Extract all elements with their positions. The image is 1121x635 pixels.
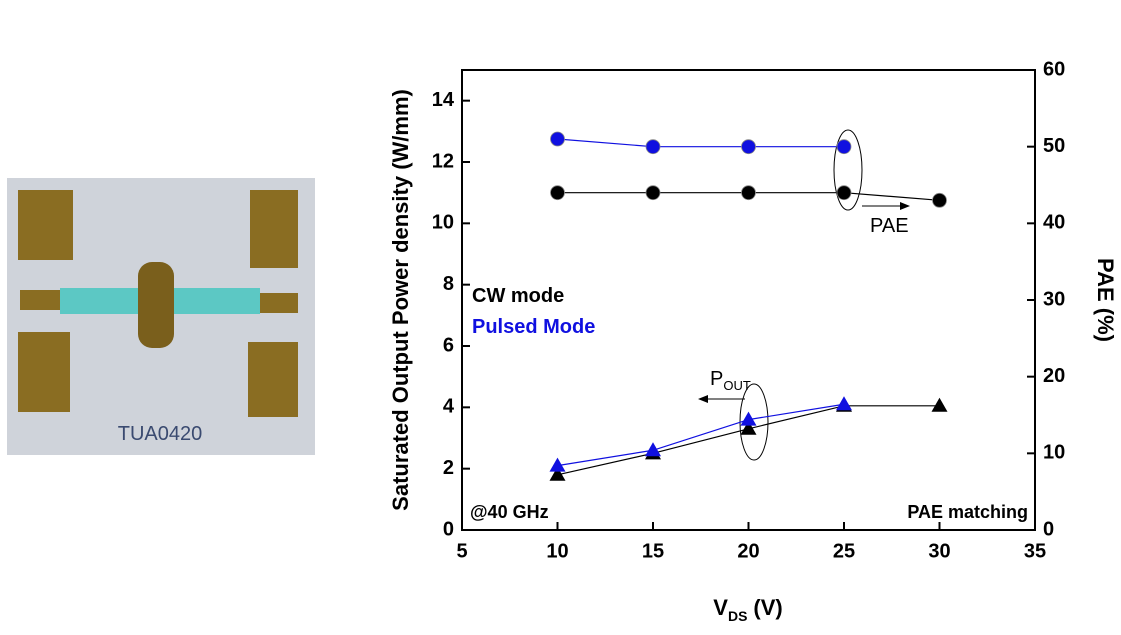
annotation: PAE matching (907, 502, 1028, 522)
highlight-ellipse (833, 129, 863, 211)
series-line (557, 403, 845, 467)
y2-tick-label: 30 (1043, 288, 1065, 310)
point (836, 396, 852, 411)
arrow-head (900, 202, 910, 210)
legend-cw: CW mode (472, 285, 564, 307)
point (645, 139, 661, 155)
point (836, 185, 852, 201)
point (549, 466, 566, 481)
x-tick-label: 30 (928, 540, 950, 562)
y-tick-label: 14 (432, 89, 455, 111)
x-tick-label: 20 (737, 540, 759, 562)
annotation: PAE (870, 215, 909, 237)
x-title-sub: DS (728, 608, 747, 624)
x-title-unit: (V) (753, 595, 782, 620)
point (836, 139, 852, 155)
pout-annotation: POUT (710, 368, 751, 393)
y-tick-label: 8 (443, 273, 454, 295)
point (550, 131, 565, 147)
y-tick-label: 0 (443, 518, 454, 540)
y2-tick-label: 10 (1043, 442, 1065, 464)
point (931, 397, 948, 412)
y-tick-label: 10 (432, 212, 454, 234)
point (741, 185, 756, 201)
x-axis-title: VDS (V) (713, 595, 782, 624)
device-photo: TUA0420 (7, 178, 315, 455)
y-tick-label: 6 (443, 334, 454, 356)
y-tick-label: 12 (432, 150, 454, 172)
annotation: @40 GHz (470, 502, 549, 522)
arrow-head (698, 395, 708, 403)
point (740, 411, 757, 426)
y2-tick-label: 0 (1043, 518, 1054, 540)
y-tick-label: 2 (443, 457, 454, 479)
y-axis-title: Saturated Output Power density (W/mm) (388, 89, 413, 511)
point (740, 420, 757, 435)
y2-tick-label: 20 (1043, 365, 1065, 387)
x-tick-label: 5 (456, 540, 467, 562)
x-tick-label: 10 (546, 540, 568, 562)
image-label: TUA0420 (118, 423, 203, 445)
point (645, 442, 661, 457)
y2-axis-title: PAE (%) (1093, 258, 1118, 342)
point (645, 185, 661, 201)
x-title-main: V (713, 595, 728, 620)
point (741, 139, 756, 155)
legend-pulsed: Pulsed Mode (472, 316, 595, 338)
point (550, 185, 565, 201)
x-tick-label: 15 (642, 540, 664, 562)
pout-main: P (710, 368, 723, 390)
y2-tick-label: 50 (1043, 135, 1065, 157)
point (932, 192, 947, 208)
x-tick-label: 35 (1024, 540, 1046, 562)
y2-tick-label: 40 (1043, 212, 1065, 234)
series-line (557, 138, 844, 148)
point (549, 457, 566, 472)
y-tick-label: 4 (443, 396, 455, 418)
pout-sub: OUT (723, 378, 751, 393)
x-tick-label: 25 (833, 540, 855, 562)
y2-tick-label: 60 (1043, 58, 1065, 80)
